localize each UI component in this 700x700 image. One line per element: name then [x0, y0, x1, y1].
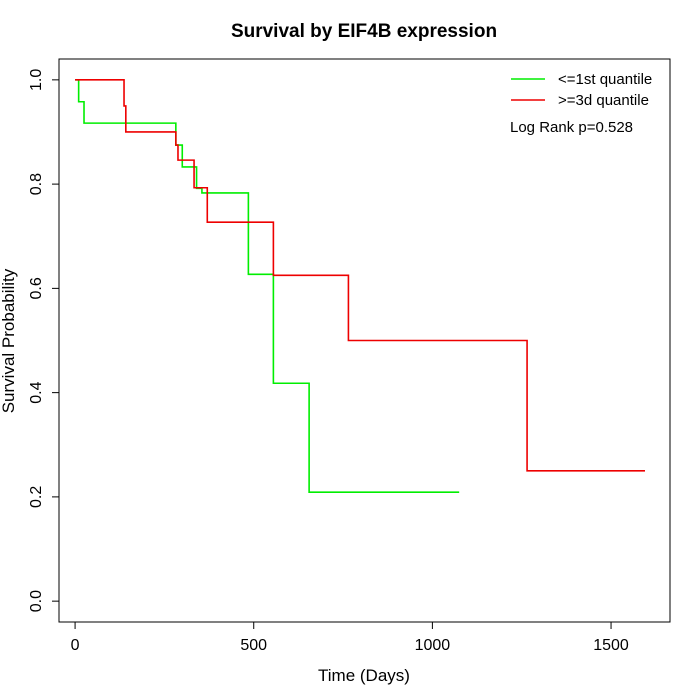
y-axis: 0.0 0.2 0.4 0.6 0.8 1.0: [28, 69, 59, 612]
x-tick-label: 1500: [593, 637, 629, 654]
log-rank-annotation: Log Rank p=0.528: [510, 119, 633, 136]
series-line-1: [75, 79, 645, 472]
x-axis: 0 500 1000 1500: [71, 621, 629, 654]
x-tick-label: 1000: [415, 637, 451, 654]
legend-label-0: <=1st quantile: [558, 71, 652, 88]
legend-label-1: >=3d quantile: [558, 92, 649, 109]
y-tick-label: 0.2: [28, 486, 45, 508]
legend: <=1st quantile >=3d quantile: [511, 71, 652, 109]
y-tick-label: 0.0: [28, 590, 45, 612]
series-line-0: [75, 79, 460, 493]
y-tick-label: 0.4: [28, 381, 45, 403]
chart-title: Survival by EIF4B expression: [231, 21, 497, 42]
y-tick-label: 0.8: [28, 173, 45, 195]
series-layer: [75, 79, 645, 493]
y-tick-label: 0.6: [28, 277, 45, 299]
x-axis-label: Time (Days): [318, 666, 410, 685]
y-axis-label: Survival Probability: [0, 268, 18, 413]
y-tick-label: 1.0: [28, 69, 45, 91]
x-tick-label: 500: [240, 637, 267, 654]
x-tick-label: 0: [71, 637, 80, 654]
